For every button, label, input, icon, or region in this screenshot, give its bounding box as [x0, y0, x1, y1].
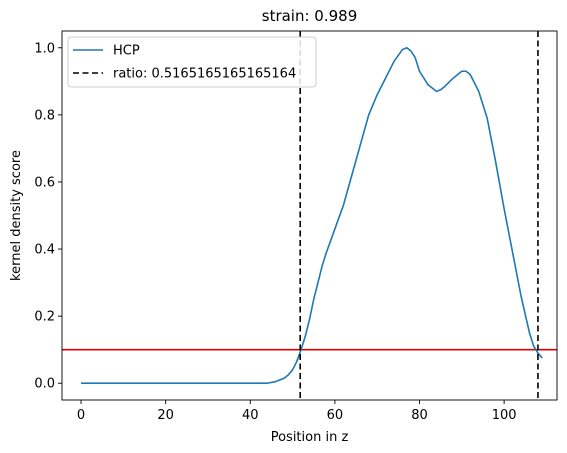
y-tick-label: 0.4 [34, 243, 55, 258]
y-tick-label: 0.8 [34, 108, 55, 123]
y-tick-label: 0.0 [34, 377, 55, 392]
y-tick-label: 1.0 [34, 41, 55, 56]
x-tick-label: 100 [492, 408, 517, 423]
plot-data [62, 31, 557, 400]
x-tick-label: 0 [77, 408, 85, 423]
axes: 0 20 40 60 80 100 0.0 0.2 0.4 0.6 0.8 1.0 [34, 30, 558, 423]
chart-title: strain: 0.989 [262, 7, 358, 25]
plot-frame [61, 30, 558, 401]
legend: HCP ratio: 0.5165165165165164 [67, 36, 317, 88]
legend-label: HCP [113, 44, 140, 59]
series-line-hcp [81, 46, 543, 385]
x-tick-label: 20 [157, 408, 174, 423]
y-tick-label: 0.6 [34, 175, 55, 190]
x-tick-label: 80 [411, 408, 428, 423]
plot-area [62, 31, 557, 400]
y-tick-label: 0.2 [34, 310, 55, 325]
x-tick-label: 60 [327, 408, 344, 423]
x-axis-label: Position in z [271, 430, 349, 445]
legend-label: ratio: 0.5165165165165164 [113, 67, 296, 82]
legend-box [67, 36, 317, 88]
y-axis-label: kernel density score [9, 150, 24, 281]
x-tick-label: 40 [242, 408, 259, 423]
